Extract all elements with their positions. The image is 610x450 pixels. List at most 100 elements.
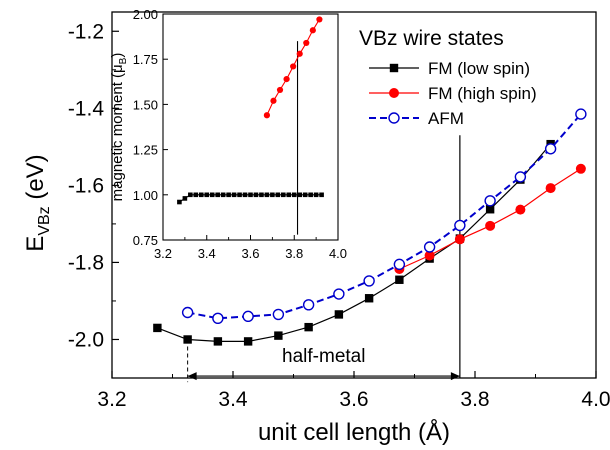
legend-label-0: FM (low spin) [428,59,530,78]
x-tick-label: 3.4 [218,388,248,411]
inset-data-point [297,192,303,198]
inset-data-point [275,192,281,198]
inset-data-point [182,196,188,201]
inset-y-tick-label: 1.00 [133,188,158,203]
data-point [213,337,223,346]
inset-data-point [283,75,290,83]
data-point [304,322,313,332]
data-point [514,171,527,183]
inset-y-tick-label: 0.75 [133,233,158,248]
data-point [153,323,162,333]
data-point [363,275,375,287]
inset-data-point [188,192,193,198]
data-point [423,241,436,253]
half-metal-arrow-left [187,372,197,381]
inset-y-tick-label: 1.25 [133,143,158,158]
inset-y-tick-label: 1.50 [133,97,158,112]
inset-data-point [302,192,308,198]
inset-x-tick-label: 4.0 [329,246,347,261]
inset-data-point [237,192,242,198]
data-point [393,258,406,271]
y-tick-label: -1.6 [68,174,104,197]
data-point [484,195,496,207]
inset-y-axis-title-end: ) [109,53,126,58]
inset-data-point [319,192,324,198]
inset-data-point [281,192,286,198]
inset-data-point [270,97,277,104]
data-point [302,299,315,311]
data-point [515,204,526,215]
data-point [545,183,556,194]
data-point [395,275,404,284]
series-line-0 [157,143,552,342]
inset-data-point [308,192,313,198]
inset-x-tick-label: 3.8 [285,246,303,261]
data-point [272,308,285,321]
data-point [334,310,344,319]
data-point [333,288,345,300]
inset-data-point [313,192,319,198]
data-point [575,108,587,120]
inset-data-point [209,192,215,198]
legend-marker-2 [388,112,400,124]
inset-y-tick-label: 2.00 [133,7,158,22]
x-tick-label: 3.2 [97,388,126,411]
inset-data-point [263,112,271,119]
main-chart: 3.2 3.4 3.6 3.8 4.0 -1.2 -1.4 -1.6 -1.8 -2.0 unit … [22,11,610,446]
y-axis-title-sub: VBz [36,206,53,235]
inset-y-axis-title: magnetic moment (μB) [109,53,129,202]
y-axis-title-main: E [22,236,49,252]
x-tick-label: 3.6 [339,388,368,411]
data-point [243,337,253,346]
data-point [181,306,194,319]
inset-data-point [290,63,297,70]
inset-data-point [286,192,292,198]
inset-y-tick-label: 1.75 [133,52,158,67]
inset-data-point [316,16,323,23]
y-tick-label: -1.4 [68,97,105,120]
inset-x-tick-label: 3.2 [154,246,172,261]
inset-data-point [270,192,275,198]
legend-marker-0 [389,63,399,73]
y-tick-label: -1.8 [68,251,104,274]
legend-label-2: AFM [428,109,464,128]
inset-data-point [276,86,284,94]
data-point [575,163,586,174]
y-axis-title-unit: (eV) [22,154,49,206]
data-point [242,310,254,323]
data-point [544,143,557,155]
inset-data-point [226,192,231,198]
data-point [454,234,465,245]
data-point [274,331,283,340]
inset-data-point [215,192,220,198]
data-point [485,205,495,214]
inset-x-tick-label: 3.4 [198,246,216,261]
inset-data-point [248,192,253,198]
inset-chart: 3.2 3.4 3.6 3.8 4.0 0.75 1.00 1.25 1.50 1.75 2.00 m… [109,7,347,261]
half-metal-label: half-metal [282,346,365,367]
x-tick-label: 4.0 [581,388,610,411]
data-point [364,294,374,303]
inset-data-point [264,192,270,198]
y-tick-label: -2.0 [68,328,104,351]
inset-data-point [177,199,182,205]
data-point [183,335,192,344]
x-tick-label: 3.8 [460,388,489,411]
x-axis-title: unit cell length (Å) [258,418,450,446]
data-point [485,220,496,231]
inset-data-point [220,192,226,198]
inset-data-point [198,192,204,198]
y-axis-title: EVBz (eV) [22,154,53,251]
y-tick-label: -1.2 [68,20,104,43]
inset-data-point [296,50,303,57]
legend: VBz wire states FM (low spin) FM (high spi… [359,27,537,128]
inset-x-tick-label: 3.6 [241,246,259,261]
legend-label-1: FM (high spin) [428,84,537,103]
inset-y-axis-title-main: magnetic moment (μ [109,64,126,201]
inset-data-point [309,27,316,34]
inset-data-point [193,192,199,198]
inset-frame [162,13,339,241]
data-point [424,250,435,261]
data-point [212,312,224,324]
